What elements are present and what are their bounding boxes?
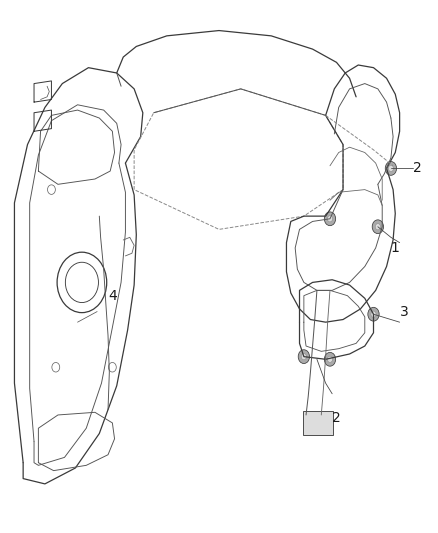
Circle shape (298, 350, 310, 364)
Text: 1: 1 (391, 241, 400, 255)
Circle shape (328, 216, 332, 222)
Circle shape (372, 220, 384, 233)
Circle shape (389, 165, 393, 172)
Circle shape (371, 311, 376, 317)
Circle shape (301, 353, 307, 360)
FancyBboxPatch shape (303, 411, 333, 434)
Text: 4: 4 (108, 289, 117, 303)
Text: 3: 3 (399, 304, 408, 319)
Circle shape (385, 161, 396, 175)
Circle shape (375, 224, 380, 230)
Text: 2: 2 (413, 161, 421, 175)
Circle shape (324, 352, 336, 366)
Text: 2: 2 (332, 410, 341, 425)
Circle shape (328, 356, 332, 362)
Circle shape (324, 212, 336, 225)
Circle shape (368, 308, 379, 321)
